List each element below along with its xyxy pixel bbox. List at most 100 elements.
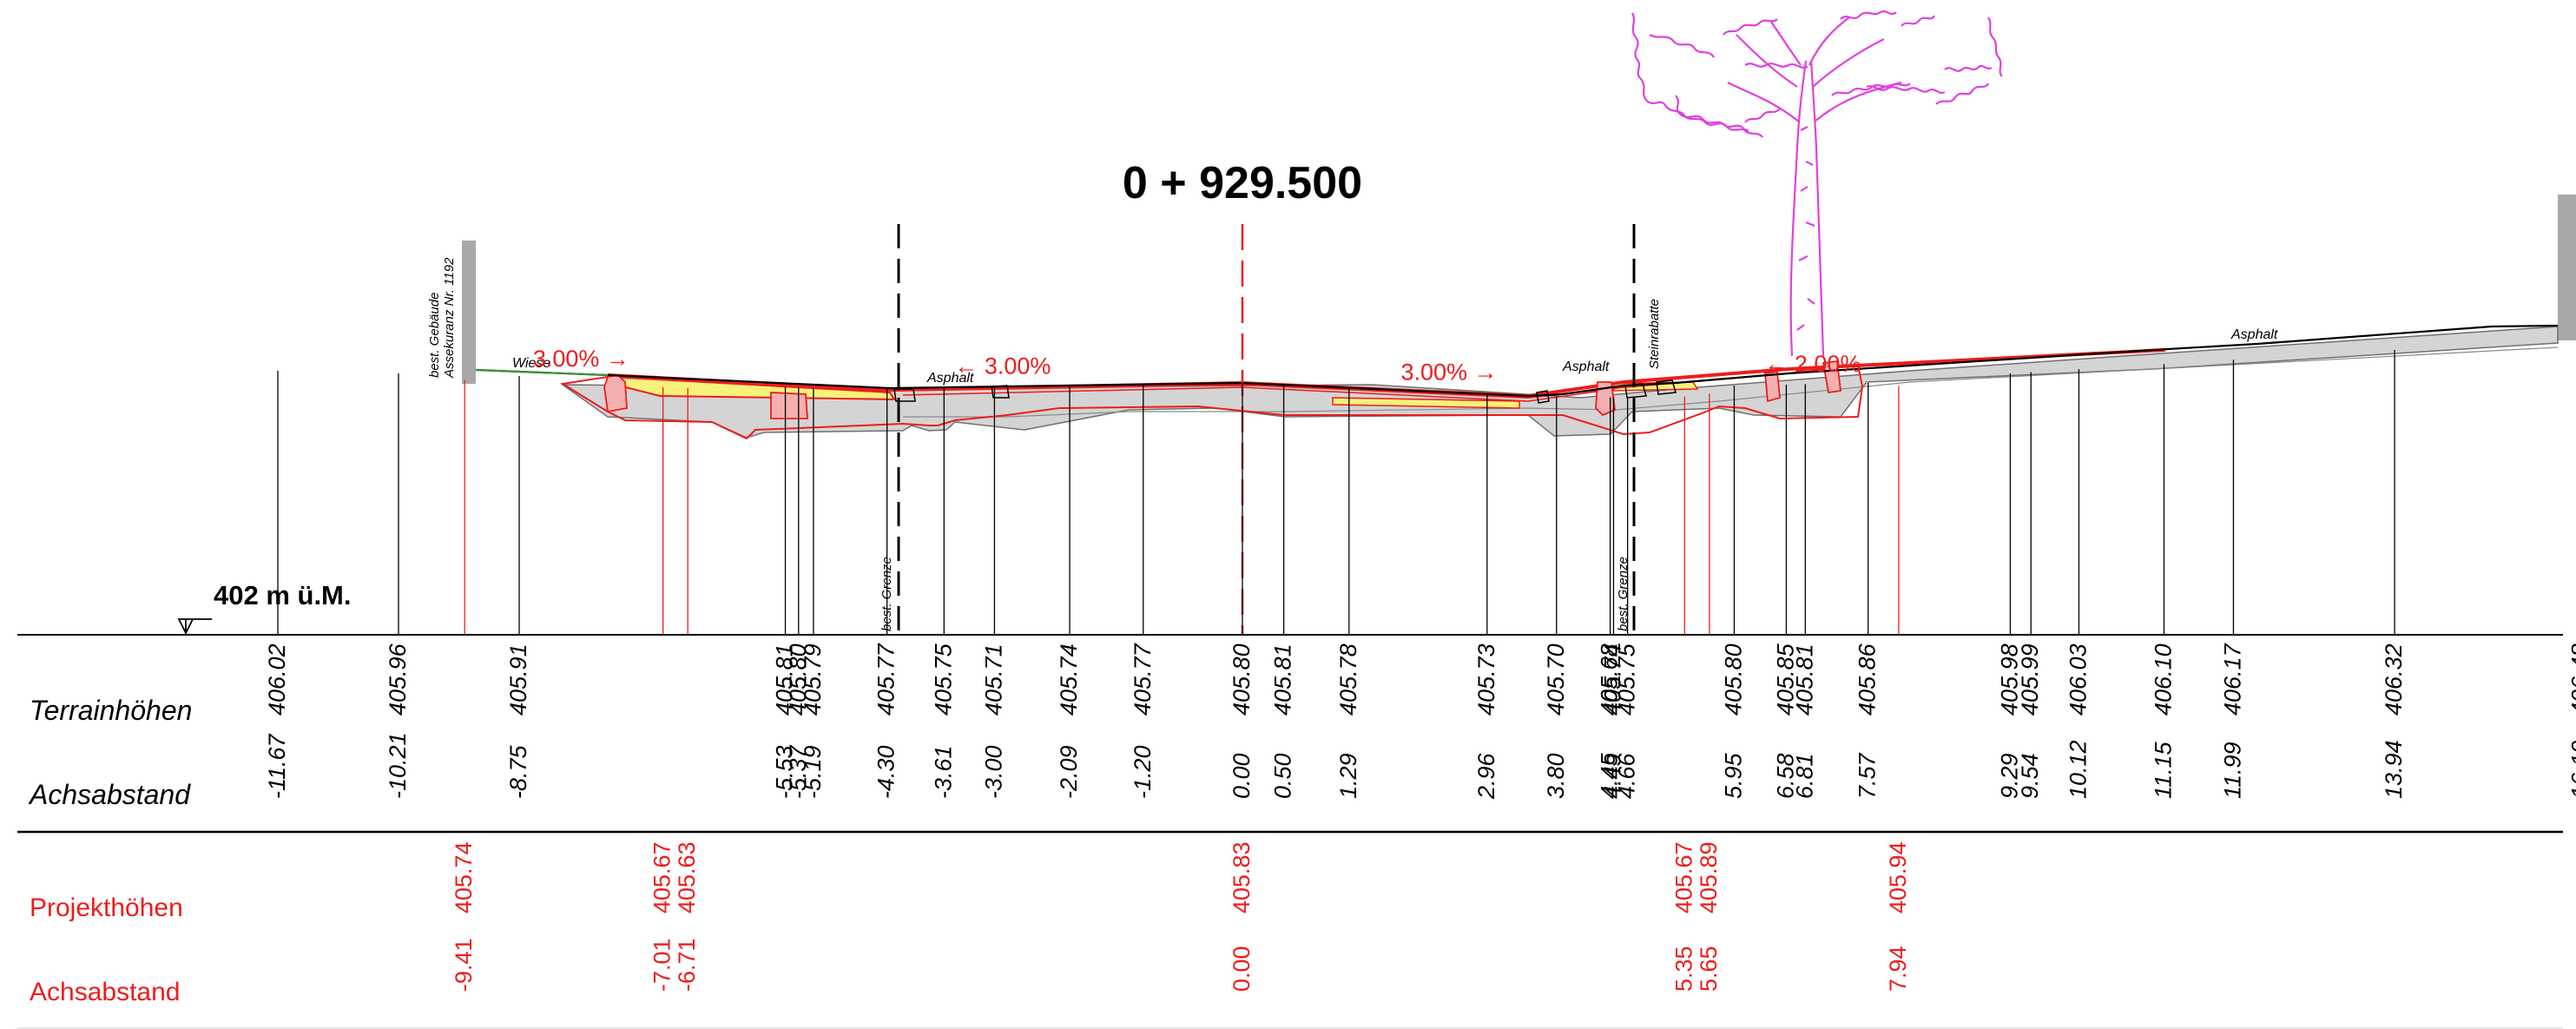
slope-label: ← 3.00% [954,353,1051,379]
meadow-ground-line [475,369,609,376]
terrain-height-value: 405.77 [873,643,899,716]
terrain-offset-value: 5.95 [1720,752,1746,799]
project-offset-value: -6.71 [674,938,700,992]
table-row-labels: Terrainhöhen Achsabstand [28,695,192,810]
terrain-height-value: 405.98 [1996,643,2022,716]
terrain-height-value: 405.74 [1599,643,1625,716]
terrain-offset-value: 6.81 [1791,753,1817,799]
terrain-height-value: 405.75 [1614,643,1640,716]
terrain-offset-value: 3.80 [1543,753,1569,799]
slope-labels: 3.00% → ← 3.00% 3.00% → ← 2.00% [533,346,1861,386]
project-height-value: 405.67 [1670,841,1696,914]
terrain-height-value: 406.10 [2150,643,2176,716]
project-offset-value: -7.01 [649,938,675,992]
table-row-labels-project: Projekthöhen Achsabstand [30,894,183,1006]
terrain-offset-value: -3.00 [980,745,1006,799]
terrain-height-value: 405.86 [1855,643,1881,716]
terrain-height-value: 405.96 [385,643,411,716]
terrain-offset-value: 9.54 [2017,753,2043,799]
existing-layer-fill [560,326,2559,439]
project-offset-value: 7.94 [1885,946,1911,992]
project-values: 405.74 -9.41 405.67 -7.01 405.63 -6.71 405.83 0… [451,841,1911,992]
terrain-height-value: 406.32 [2381,643,2407,716]
terrain-height-value: 405.70 [1543,643,1569,716]
row-label-axis-distance: Achsabstand [28,779,191,810]
terrain-offset-value: 7.57 [1855,752,1881,799]
terrain-height-value: 405.79 [800,643,826,716]
terrain-offset-value: 2.96 [1473,752,1499,800]
terrain-height-value: 406.02 [264,643,290,716]
terrain-offset-value: 1.29 [1335,753,1361,799]
project-height-value: 405.74 [451,841,477,914]
project-offset-value: 5.65 [1696,946,1722,992]
slope-label: 3.00% → [533,346,629,372]
terrain-offset-value: -11.67 [264,733,290,799]
terrain-offset-value: -8.75 [505,744,531,799]
project-height-value: 405.89 [1696,841,1722,914]
building-wall-right [2558,195,2576,340]
building-annotation-line2: Assekuranz Nr. 1192 [442,257,457,379]
project-top-line-thin [902,386,1616,402]
terrain-height-value: 405.75 [930,643,956,716]
terrain-offset-value: 6.58 [1772,753,1798,799]
terrain-height-value: 405.80 [1229,643,1255,716]
building-wall-left [462,241,476,384]
building-annotation-line1: best. Gebäude [427,293,442,378]
terrain-height-value: 405.77 [1130,643,1156,716]
terrain-height-value: 405.73 [1473,643,1499,716]
terrain-height-value: 406.48 [2566,643,2576,716]
terrain-offset-value: 11.15 [2150,741,2176,799]
project-offset-value: 0.00 [1229,946,1255,992]
terrain-height-value: 405.74 [1056,643,1082,716]
terrain-tick-lines [277,350,2395,635]
terrain-offset-value: 9.29 [1996,753,2022,799]
project-surface-fill-center [1332,397,1520,409]
row-label-project-axis-distance: Achsabstand [30,978,180,1006]
boundary-label-right: best. Grenze [1616,557,1631,631]
project-tick-lines [464,379,1900,635]
terrain-height-value: 405.80 [785,643,811,716]
terrain-offset-value: 0.00 [1229,753,1255,799]
project-height-value: 405.63 [674,841,700,914]
terrain-height-value: 405.81 [1791,643,1817,716]
terrain-offset-value: 10.12 [2065,740,2091,799]
terrain-height-value: 406.17 [2219,643,2245,716]
row-label-project-heights: Projekthöhen [30,894,183,922]
terrain-offset-value: -2.09 [1056,745,1082,799]
project-height-value: 405.83 [1229,841,1255,914]
terrain-height-value: 405.71 [980,643,1006,716]
terrain-offset-value: -5.37 [785,744,811,799]
asphalt-label-far-right: Asphalt [2230,327,2278,342]
terrain-offset-value: -3.61 [930,745,956,799]
terrain-height-value: 405.99 [2017,643,2043,716]
existing-subgrade-line [903,346,2559,418]
reference-level-label: 402 m ü.M. [214,580,352,610]
row-label-terrain-heights: Terrainhöhen [30,695,192,726]
slope-label: 3.00% → [1400,359,1497,386]
slope-label: ← 2.00% [1764,351,1861,377]
terrain-height-value: 405.68 [1597,643,1623,716]
terrain-height-value: 405.91 [505,643,531,716]
terrain-height-value: 405.78 [1335,643,1361,716]
terrain-offset-value: 4.45 [1597,752,1623,799]
terrain-offset-value: 16.19 [2566,740,2576,799]
terrain-offset-value: -5.19 [800,745,826,799]
project-height-value: 405.94 [1885,841,1911,914]
terrain-offset-value: 4.66 [1614,752,1640,799]
tree-symbol [1631,10,2003,357]
terrain-offset-value: -1.20 [1130,745,1156,799]
boundary-label-left: best. Grenze [880,557,894,631]
terrain-height-value: 405.80 [1720,643,1746,716]
project-offset-value: 5.35 [1670,946,1696,992]
asphalt-label-left: Asphalt [926,371,974,386]
terrain-height-value: 406.03 [2065,643,2091,716]
project-height-value: 405.67 [649,841,675,914]
terrain-offset-value: 4.49 [1599,753,1625,799]
project-offset-value: -9.41 [451,938,477,992]
reference-level-marker [177,618,212,636]
terrain-height-value: 405.81 [772,643,798,716]
terrain-values: 406.02 -11.67 405.96 -10.21 405.91 -8.75 405.8… [264,643,2576,800]
terrain-height-value: 405.81 [1270,643,1296,716]
terrain-offset-value: 13.94 [2381,740,2407,799]
